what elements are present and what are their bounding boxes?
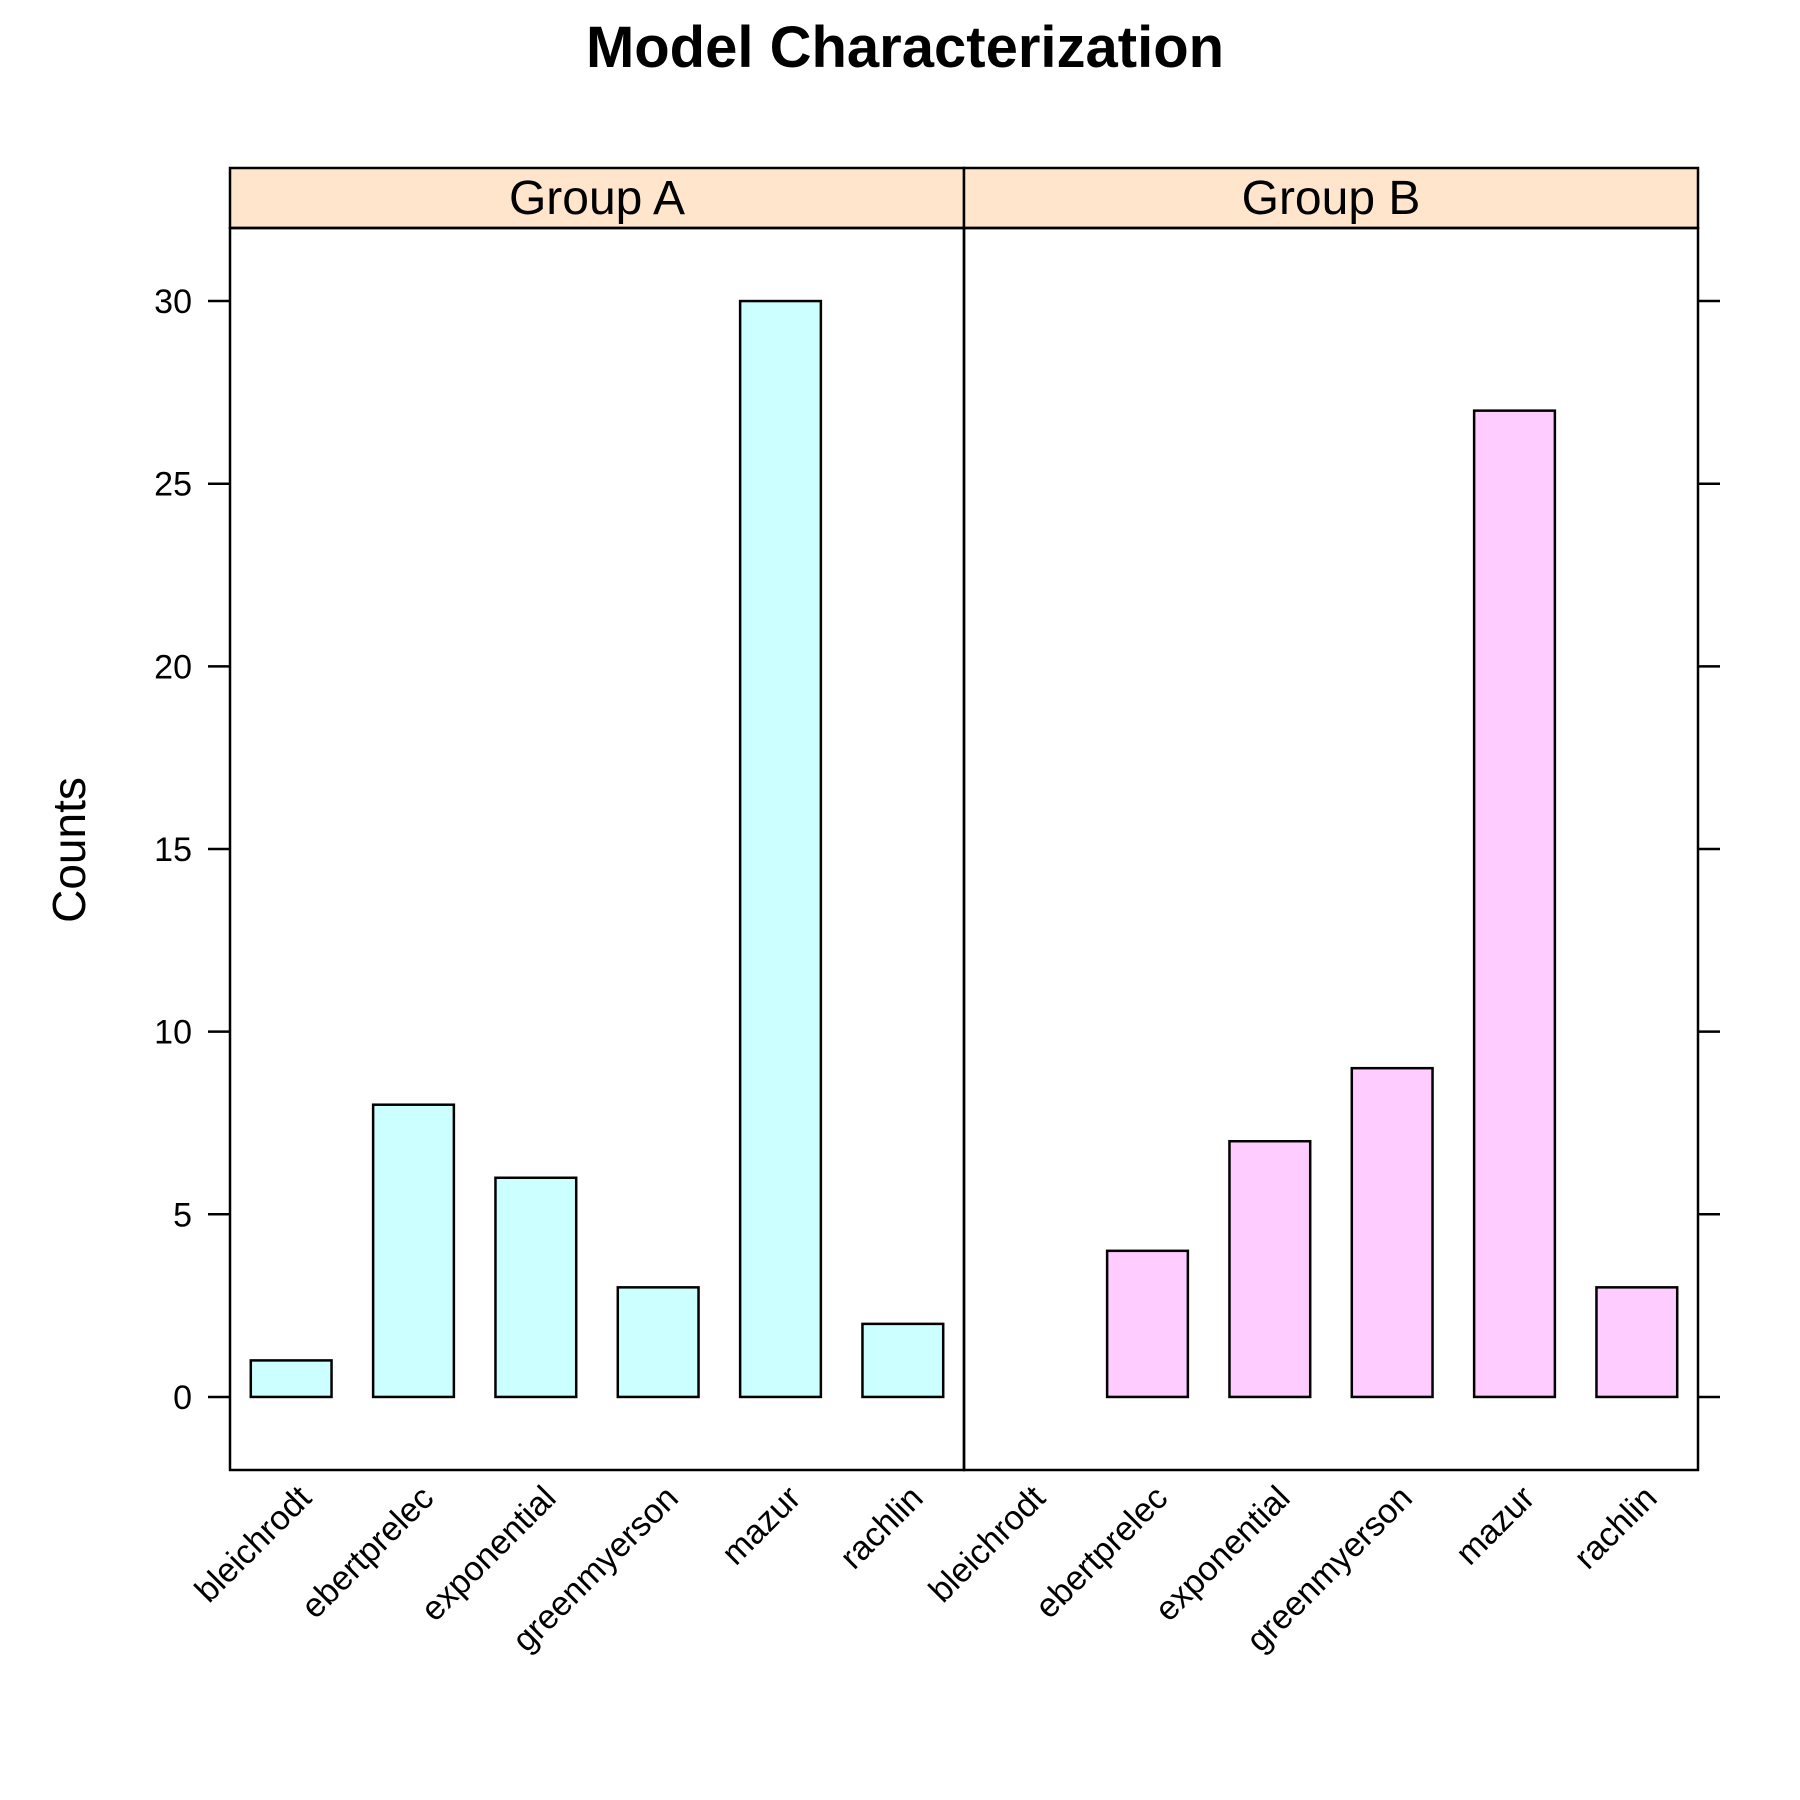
panel-1-strip-label: Group A	[509, 172, 685, 225]
panel-2-category-bleichrodt: bleichrodt	[922, 1478, 1054, 1610]
panel-2-category-rachlin: rachlin	[1567, 1479, 1665, 1577]
panel-2-bar-mazur	[1472, 409, 1557, 1399]
panel-1-category-mazur: mazur	[714, 1479, 808, 1573]
panel-1-bar-ebertprelec	[371, 1103, 456, 1399]
panel-1-frame	[228, 226, 966, 1472]
y-tick-label-0: 0	[173, 1379, 192, 1417]
panel-1-bar-bleichrodt	[249, 1359, 333, 1399]
panel-2-bar-greenmyerson	[1350, 1066, 1434, 1399]
y-tick-label-20: 20	[154, 648, 192, 686]
y-axis-label: Counts	[43, 777, 95, 923]
panel-1-category-rachlin: rachlin	[833, 1479, 931, 1577]
chart-title: Model Characterization	[586, 15, 1224, 80]
panel-2-bar-rachlin	[1595, 1286, 1679, 1399]
y-tick-label-25: 25	[154, 466, 192, 504]
y-tick-label-10: 10	[154, 1014, 192, 1052]
panel-1-category-bleichrodt: bleichrodt	[188, 1478, 320, 1610]
panel-1-bar-rachlin	[861, 1322, 945, 1399]
panel-1-bar-mazur	[738, 299, 823, 1399]
panel-2-strip-label: Group B	[1242, 172, 1421, 225]
y-tick-label-5: 5	[173, 1196, 192, 1234]
y-tick-label-15: 15	[154, 831, 192, 869]
panel-1-bar-greenmyerson	[616, 1286, 700, 1399]
panel-1-strip	[228, 166, 966, 230]
panel-1-bar-exponential	[494, 1176, 578, 1399]
panel-2-bar-ebertprelec	[1105, 1249, 1190, 1399]
plot-area: Group Ableichrodtebertprelecexponentialg…	[154, 166, 1720, 1659]
panel-2-bar-exponential	[1228, 1139, 1312, 1399]
panel-2-frame	[962, 226, 1700, 1472]
panel-2-category-mazur: mazur	[1448, 1479, 1542, 1573]
y-tick-label-30: 30	[154, 283, 192, 321]
